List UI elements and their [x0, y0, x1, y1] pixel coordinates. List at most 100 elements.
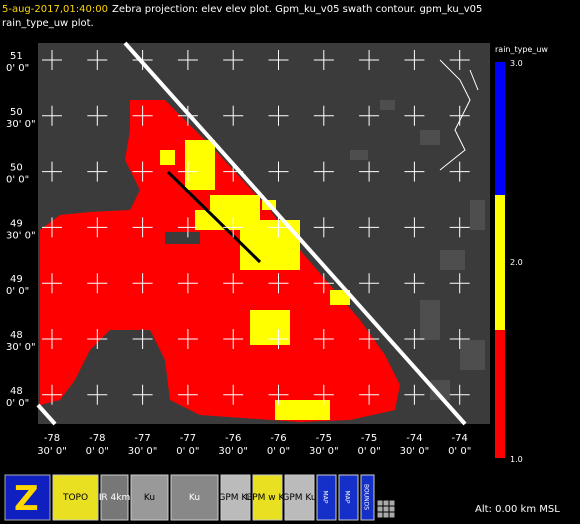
- grid-cross: [42, 161, 62, 182]
- lat-label: 50: [10, 107, 23, 118]
- grid-cross: [359, 217, 380, 238]
- zebra-button[interactable]: [4, 474, 51, 521]
- lon-label: -77: [180, 433, 196, 444]
- lat-label: 30' 0": [6, 230, 36, 241]
- grid-cross: [177, 329, 198, 349]
- grid-cross: [87, 329, 108, 349]
- grid-cross: [404, 161, 425, 182]
- lon-label: 30' 0": [218, 446, 248, 457]
- button-label: MAP: [344, 491, 351, 504]
- rain-stratiform: [40, 100, 400, 422]
- terrain: [350, 100, 485, 400]
- lon-label: 30' 0": [37, 446, 67, 457]
- toolbar-button[interactable]: [338, 474, 359, 521]
- grid-cross: [223, 161, 244, 182]
- grid-cross: [404, 217, 425, 238]
- button-label: Ku: [189, 493, 200, 503]
- grid-cross: [268, 50, 289, 70]
- lat-label: 48: [10, 330, 23, 341]
- button-label: GPM Ku: [218, 493, 252, 503]
- grid-cross: [313, 50, 334, 70]
- grid-cross: [87, 161, 108, 182]
- lat-label: 0' 0": [6, 63, 29, 74]
- lon-label: 30' 0": [309, 446, 339, 457]
- lon-label: 30' 0": [400, 446, 430, 457]
- button-label: Ku: [144, 493, 155, 503]
- grid-cross: [223, 217, 244, 238]
- grid-cross: [223, 329, 244, 349]
- grid-cross: [87, 105, 108, 126]
- grid-cross: [268, 217, 289, 238]
- grid-cross: [87, 217, 108, 238]
- lat-label: 0' 0": [6, 175, 29, 186]
- grid-cross: [177, 50, 198, 70]
- grid-cross: [313, 384, 334, 405]
- grid-cross: [177, 217, 198, 238]
- graticule: [42, 50, 470, 405]
- grid-cross: [42, 273, 62, 294]
- grid-cross: [42, 50, 62, 70]
- colorbar-band: [495, 330, 505, 458]
- colorbar-label: 2.0: [510, 258, 523, 267]
- grid-cross: [223, 50, 244, 70]
- map-plot: [36, 41, 490, 426]
- colorbar-label: 1.0: [510, 455, 523, 464]
- grid-cross: [268, 329, 289, 349]
- toolbar-button[interactable]: [284, 474, 315, 521]
- swath-edge: [36, 41, 467, 426]
- toolbar-button[interactable]: [316, 474, 337, 521]
- grid-cross: [449, 105, 470, 126]
- button-label: GPM w Ku: [245, 493, 289, 503]
- grid-cross: [268, 161, 289, 182]
- description: Zebra projection: elev elev plot. Gpm_ku…: [112, 4, 482, 15]
- grid-cross: [313, 329, 334, 349]
- lon-label: -78: [44, 433, 60, 444]
- lon-label: 30' 0": [128, 446, 158, 457]
- grid-cross: [404, 105, 425, 126]
- lon-label: -75: [316, 433, 332, 444]
- grid-cross: [177, 273, 198, 294]
- colorbar-band: [495, 62, 505, 195]
- lon-label: 0' 0": [448, 446, 471, 457]
- grid-cross: [404, 329, 425, 349]
- cross-section-line: [166, 170, 262, 264]
- grid-cross: [313, 273, 334, 294]
- toolbar-button[interactable]: [52, 474, 99, 521]
- lat-label: 30' 0": [6, 119, 36, 130]
- button-label: IR 4km: [99, 493, 130, 503]
- toolbar-button[interactable]: [130, 474, 169, 521]
- grid-cross: [42, 217, 62, 238]
- zebra-logo: Z: [14, 479, 39, 519]
- colorbar-title: rain_type_uw: [495, 45, 548, 54]
- toolbar-button[interactable]: [100, 474, 129, 521]
- grid-cross: [223, 273, 244, 294]
- lon-label: -74: [452, 433, 468, 444]
- grid-cross: [359, 105, 380, 126]
- grid-cross: [359, 161, 380, 182]
- grid-cross: [313, 105, 334, 126]
- toolbar-button[interactable]: [252, 474, 283, 521]
- lon-label: -78: [89, 433, 105, 444]
- grid-cross: [449, 273, 470, 294]
- lon-label: -77: [134, 433, 150, 444]
- timestamp: 5-aug-2017,01:40:00: [2, 4, 108, 15]
- grid-cross: [132, 50, 153, 70]
- colorbar: rain_type_uw 3.0 2.0 1.0: [495, 45, 548, 464]
- grid-icon: [377, 500, 395, 518]
- grid-cross: [268, 273, 289, 294]
- grid-cross: [449, 384, 470, 405]
- toolbar-button[interactable]: [220, 474, 251, 521]
- grid-cross: [42, 384, 62, 405]
- coastline: [439, 59, 479, 171]
- grid-button[interactable]: [376, 499, 396, 519]
- toolbar-button[interactable]: [170, 474, 219, 521]
- lon-label: 0' 0": [176, 446, 199, 457]
- toolbar-button[interactable]: [360, 474, 375, 521]
- grid-cross: [313, 161, 334, 182]
- button-label: GPM Ku: [282, 493, 316, 503]
- grid-cross: [42, 105, 62, 126]
- grid-cross: [177, 161, 198, 182]
- no-rain-gap: [48, 172, 200, 244]
